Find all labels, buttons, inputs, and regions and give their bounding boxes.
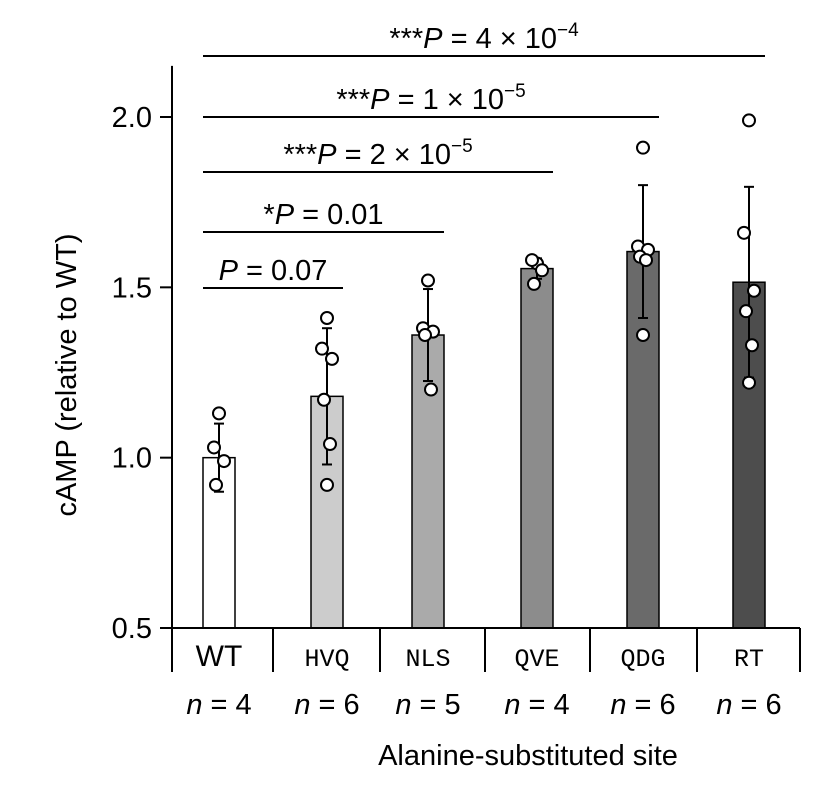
data-point [639,253,653,268]
n-symbol: n [186,689,202,721]
data-point [320,310,334,325]
x-tick-label: NLS [405,645,450,674]
data-point [737,225,751,240]
n-value: = 6 [626,689,675,721]
n-value: = 4 [520,689,569,721]
p-value-label: ***P = 2 × 10−5 [283,136,472,171]
data-point [739,304,753,319]
p-value: = 4 × 10 [443,23,558,55]
bar [520,267,554,629]
significance-stars: *** [283,139,317,171]
data-point [217,454,231,469]
n-label: n = 5 [395,689,460,721]
data-point [315,341,329,356]
comparisons: P = 0.07*P = 0.01***P = 2 × 10−5***P = 1… [203,20,765,289]
data-point [742,375,756,390]
y-tick-label: 1.5 [112,272,152,304]
p-value: = 2 × 10 [337,139,452,171]
n-label: n = 6 [294,689,359,721]
data-point [527,276,541,291]
data-point [525,253,539,268]
p-value-label: ***P = 4 × 10−4 [389,20,579,55]
x-tick-label: WT [196,640,243,673]
y-axis-title: cAMP (relative to WT) [51,233,83,516]
n-symbol: n [610,689,626,721]
data-points [207,113,761,492]
data-point [212,406,226,421]
n-symbol: n [504,689,520,721]
n-label: n = 4 [186,689,251,721]
significance-stars: * [263,199,274,231]
bars [202,250,766,629]
n-value: = 5 [411,689,460,721]
p-symbol: P [423,23,443,55]
p-exponent: −5 [451,136,473,157]
x-tick-label: RT [734,645,764,674]
significance-stars: *** [389,23,423,55]
data-point [317,392,331,407]
data-point [636,140,650,155]
data-point [325,351,339,366]
data-point [323,437,337,452]
p-symbol: P [317,139,337,171]
n-value: = 6 [310,689,359,721]
x-tick-label: QDG [620,645,665,674]
significance-stars: *** [336,84,370,116]
x-tick-label: HVQ [304,645,349,674]
data-point [747,283,761,298]
axis-labels: 0.5 1.0 1.5 2.0 cAMP (relative to WT) Alanine… [51,102,782,772]
n-value: = 6 [732,689,781,721]
p-exponent: −4 [557,20,579,41]
n-symbol: n [294,689,310,721]
n-label: n = 6 [610,689,675,721]
n-symbol: n [395,689,411,721]
p-value: = 0.01 [294,199,384,231]
n-value: = 4 [202,689,251,721]
data-point [207,440,221,455]
axes [160,65,801,672]
data-point [421,273,435,288]
p-value-label: P = 0.07 [219,255,328,287]
x-axis-title: Alanine-substituted site [378,740,678,772]
x-tick-label: QVE [514,645,559,674]
p-symbol: P [275,199,295,231]
data-point [418,328,432,343]
data-point [424,382,438,397]
data-point [535,263,549,278]
y-tick-label: 1.0 [112,443,152,475]
p-value: = 1 × 10 [390,84,505,116]
n-label: n = 6 [716,689,781,721]
y-tick-label: 0.5 [112,613,152,645]
p-exponent: −5 [504,81,526,102]
data-point [320,477,334,492]
data-point [209,477,223,492]
p-value-label: *P = 0.01 [263,199,383,231]
y-tick-label: 2.0 [112,102,152,134]
p-value-label: ***P = 1 × 10−5 [336,81,525,116]
p-value: = 0.07 [238,255,328,287]
data-point [745,338,759,353]
n-symbol: n [716,689,732,721]
p-symbol: P [370,84,390,116]
n-label: n = 4 [504,689,569,721]
data-point [636,328,650,343]
data-point [742,113,756,128]
p-symbol: P [219,255,239,287]
